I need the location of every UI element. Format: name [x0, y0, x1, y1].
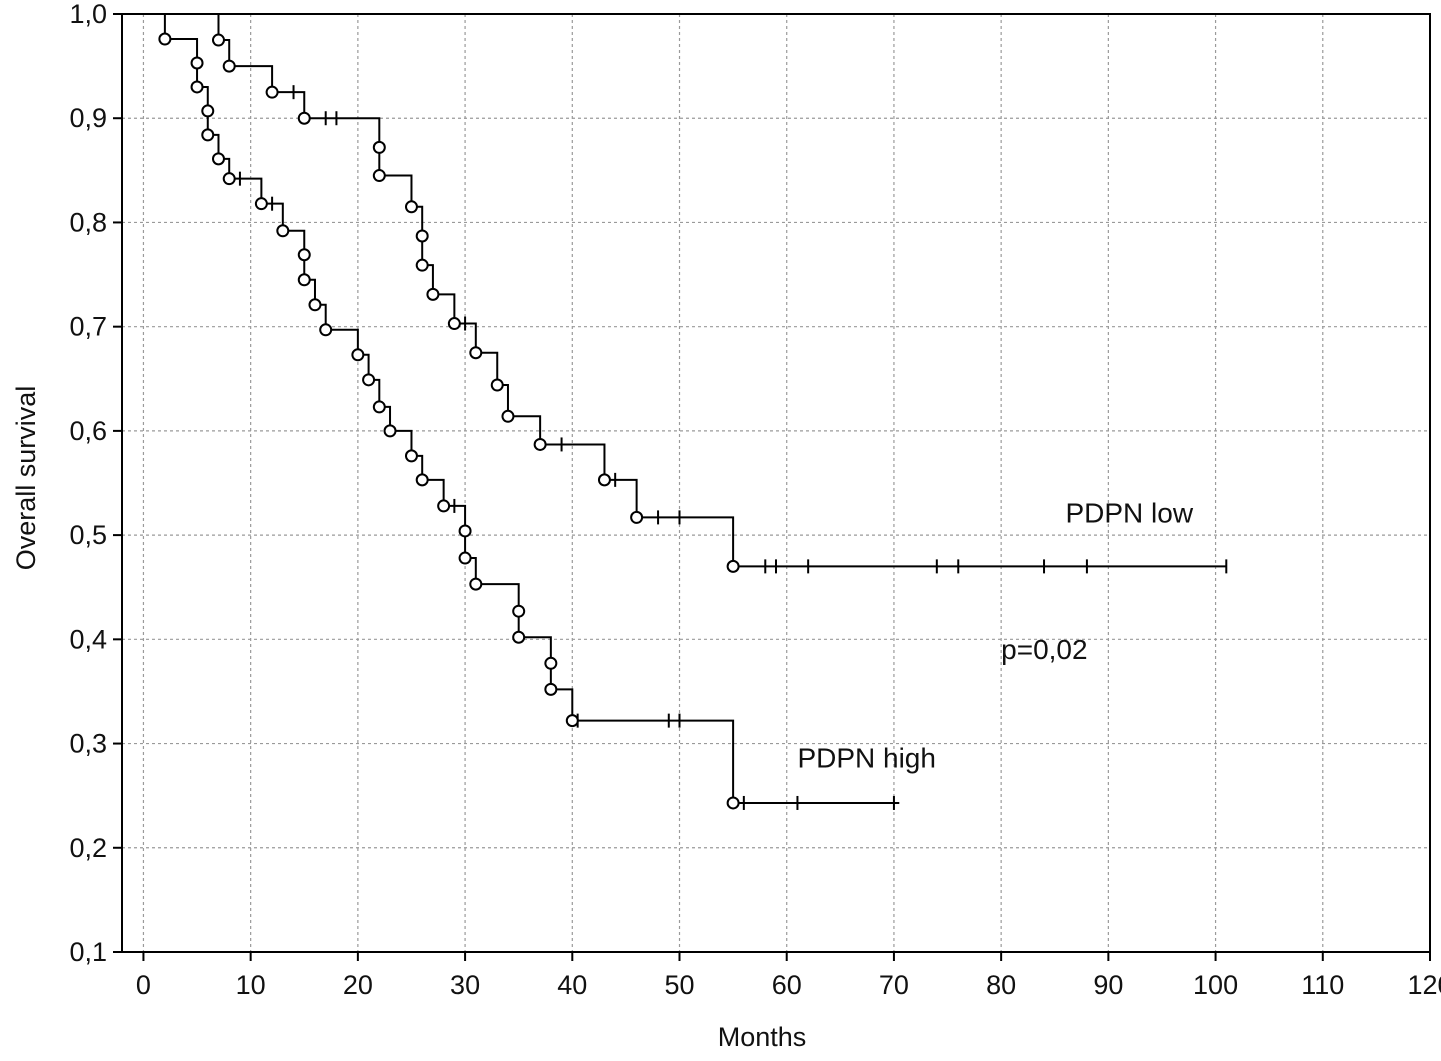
- event-point: [490, 378, 504, 392]
- annotation-pdpn-high: PDPN high: [797, 743, 936, 774]
- y-tick-label: 0,5: [69, 520, 107, 550]
- event-point: [447, 317, 461, 331]
- x-tick-label: 120: [1407, 970, 1441, 1000]
- event-point: [297, 111, 311, 125]
- event-point: [297, 248, 311, 262]
- annotations: PDPN low p=0,02 PDPN high: [797, 498, 1193, 774]
- event-point: [426, 287, 440, 301]
- x-tick-label: 90: [1093, 970, 1123, 1000]
- event-point: [276, 224, 290, 238]
- x-tick-label: 60: [772, 970, 802, 1000]
- y-tick-label: 0,9: [69, 103, 107, 133]
- y-tick-label: 0,7: [69, 312, 107, 342]
- event-point: [372, 400, 386, 414]
- event-point: [201, 104, 215, 118]
- event-point: [726, 796, 740, 810]
- event-point: [190, 80, 204, 94]
- event-point: [512, 604, 526, 618]
- event-point: [383, 424, 397, 438]
- y-tick-label: 1,0: [69, 0, 107, 29]
- x-tick-label: 80: [986, 970, 1016, 1000]
- y-tick-label: 0,6: [69, 416, 107, 446]
- y-tick-label: 0,8: [69, 207, 107, 237]
- series-layer: [143, 13, 1228, 810]
- event-point: [222, 59, 236, 73]
- event-point: [469, 346, 483, 360]
- x-tick-label: 50: [664, 970, 694, 1000]
- y-tick-label: 0,3: [69, 729, 107, 759]
- event-point: [458, 551, 472, 565]
- series-pdpn-high: [143, 13, 900, 810]
- event-point: [404, 449, 418, 463]
- event-point: [297, 273, 311, 287]
- event-point: [319, 323, 333, 337]
- event-point: [415, 229, 429, 243]
- event-point: [630, 510, 644, 524]
- series-line-pdpn-high: [143, 13, 900, 804]
- x-tick-label: 40: [557, 970, 587, 1000]
- event-point: [372, 140, 386, 154]
- x-axis-title: Months: [718, 1022, 807, 1052]
- y-tick-label: 0,4: [69, 624, 107, 654]
- event-point: [544, 682, 558, 696]
- x-tick-label: 10: [236, 970, 266, 1000]
- event-point: [308, 298, 322, 312]
- event-point: [565, 714, 579, 728]
- event-point: [415, 258, 429, 272]
- x-tick-label: 0: [136, 970, 151, 1000]
- x-tick-label: 20: [343, 970, 373, 1000]
- y-tick-label: 0,1: [69, 937, 107, 967]
- event-point: [597, 473, 611, 487]
- event-point: [201, 128, 215, 142]
- event-point: [544, 656, 558, 670]
- event-point: [533, 437, 547, 451]
- event-point: [404, 200, 418, 214]
- event-point: [372, 169, 386, 183]
- event-point: [415, 473, 429, 487]
- x-axis: 0 10 20 30 40 50 60 70 80 90 100 110 120: [136, 952, 1441, 1000]
- annotation-p-0-02: p=0,02: [1001, 634, 1087, 665]
- event-point: [222, 172, 236, 186]
- event-point: [501, 409, 515, 423]
- x-tick-label: 30: [450, 970, 480, 1000]
- y-axis-title: Overall survival: [11, 386, 41, 571]
- grid: [122, 13, 1430, 952]
- x-tick-label: 100: [1193, 970, 1238, 1000]
- series-pdpn-low: [143, 13, 1228, 574]
- series-line-pdpn-low: [143, 13, 1227, 568]
- event-point: [469, 577, 483, 591]
- event-point: [437, 499, 451, 513]
- event-point: [211, 152, 225, 166]
- event-point: [158, 32, 172, 46]
- event-point: [726, 559, 740, 573]
- plot-frame: [121, 13, 1431, 953]
- event-point: [458, 524, 472, 538]
- x-tick-label: 70: [879, 970, 909, 1000]
- annotation-pdpn-low: PDPN low: [1065, 498, 1193, 529]
- y-tick-label: 0,2: [69, 833, 107, 863]
- y-axis: 0,1 0,2 0,3 0,4 0,5 0,6 0,7 0,8 0,9 1,0: [69, 0, 122, 967]
- event-point: [211, 33, 225, 47]
- event-point: [512, 630, 526, 644]
- event-point: [254, 197, 268, 211]
- event-point: [362, 373, 376, 387]
- event-point: [265, 85, 279, 99]
- x-tick-label: 110: [1301, 970, 1344, 1000]
- event-point: [190, 56, 204, 70]
- event-point: [351, 348, 365, 362]
